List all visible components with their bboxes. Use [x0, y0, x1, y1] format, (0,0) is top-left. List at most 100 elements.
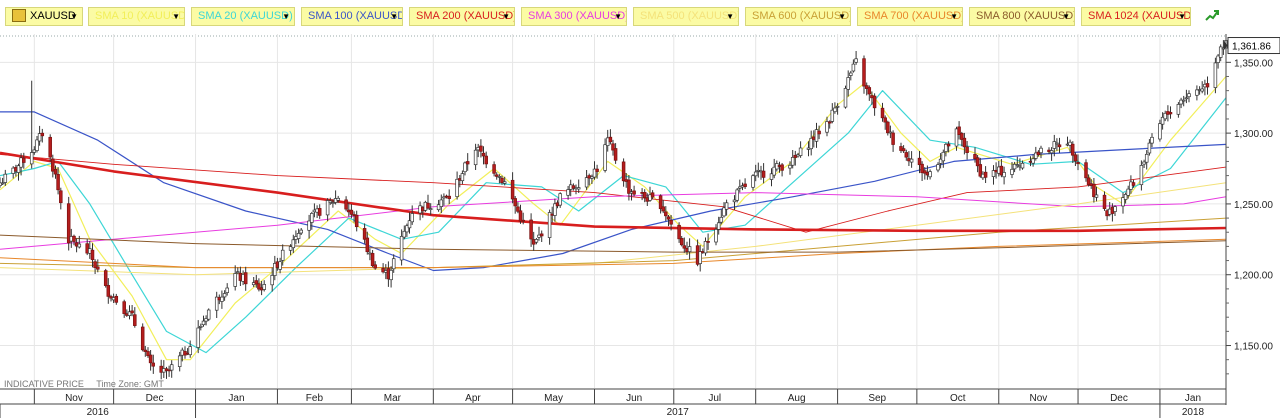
candle-body [936, 164, 940, 171]
legend-item[interactable]: SMA 200 (XAUUSD) ▼ [409, 7, 515, 26]
candle-body [447, 195, 451, 199]
candle-body [280, 249, 285, 261]
dropdown-arrow-icon[interactable]: ▼ [1062, 12, 1070, 21]
dropdown-arrow-icon[interactable]: ▼ [172, 12, 180, 21]
candle-body [901, 148, 906, 152]
candle-body [1039, 147, 1043, 154]
candle-body [502, 181, 507, 184]
x-axis: Nov Dec Jan Feb Mar Apr May Jun Jul Aug Sep Oct Nov D… [0, 388, 1226, 418]
candle-body [66, 203, 71, 244]
candle-body [1184, 97, 1189, 100]
candle-body [1216, 55, 1220, 63]
legend-bar: XAUUSD ▼ SMA 10 (XAUUSD) ▼ SMA 20 (XAUUSD) ▼ S… [0, 0, 1280, 34]
dropdown-arrow-icon[interactable]: ▼ [282, 12, 290, 21]
dropdown-arrow-icon[interactable]: ▼ [726, 12, 734, 21]
candle-body [307, 220, 311, 231]
candle-body [883, 117, 887, 123]
candle-body [703, 241, 708, 254]
legend-item[interactable]: SMA 20 (XAUUSD) ▼ [191, 7, 295, 26]
candle-body [732, 199, 737, 203]
candle-body [521, 219, 525, 222]
candle-body [140, 326, 145, 351]
candle-body [843, 88, 848, 108]
candle-body [1055, 142, 1059, 145]
candle-body [273, 263, 277, 276]
candle-body [576, 187, 581, 190]
legend-item[interactable]: SMA 300 (XAUUSD) ▼ [521, 7, 627, 26]
dropdown-arrow-icon[interactable]: ▼ [614, 12, 622, 21]
candle-body [497, 176, 502, 178]
candle-body [270, 275, 274, 286]
candle-body [90, 249, 95, 261]
dropdown-arrow-icon[interactable]: ▼ [502, 12, 510, 21]
candle-body [122, 301, 126, 314]
candle-body [518, 210, 523, 222]
trend-arrow-icon[interactable] [1205, 8, 1219, 22]
candle-body [991, 170, 996, 177]
candle-body [677, 224, 681, 240]
candle-body [719, 216, 724, 223]
dropdown-arrow-icon[interactable]: ▼ [70, 12, 78, 21]
legend-item[interactable]: SMA 800 (XAUUSD) ▼ [969, 7, 1075, 26]
candle-body [32, 149, 37, 153]
candle-body [1049, 150, 1054, 154]
candle-body [846, 77, 850, 90]
legend-item-label: SMA 1024 (XAUUSD) [1088, 10, 1191, 22]
candle-body [35, 139, 39, 151]
legend-item[interactable]: SMA 100 (XAUUSD) ▼ [301, 7, 403, 26]
candle-body [1102, 194, 1107, 209]
candle-body [492, 164, 496, 174]
candle-body [481, 152, 486, 157]
legend-item[interactable]: XAUUSD ▼ [5, 7, 83, 26]
legend-item-label: SMA 600 (XAUUSD) [752, 10, 851, 22]
year-label: 2016 [87, 407, 110, 418]
legend-item-label: SMA 200 (XAUUSD) [416, 10, 515, 22]
dropdown-arrow-icon[interactable]: ▼ [390, 12, 398, 21]
dropdown-arrow-icon[interactable]: ▼ [950, 12, 958, 21]
legend-item[interactable]: SMA 700 (XAUUSD) ▼ [857, 7, 963, 26]
candle-body [1070, 143, 1075, 156]
candle-body [325, 200, 330, 216]
candle-body [201, 320, 206, 326]
dropdown-arrow-icon[interactable]: ▼ [1178, 12, 1186, 21]
candle-body [233, 273, 237, 287]
candle-body [16, 165, 21, 173]
candle-body [40, 132, 45, 137]
candle-body [1176, 104, 1181, 115]
candle-body [1010, 168, 1014, 175]
candle-body [687, 246, 692, 253]
candle-body [362, 228, 367, 240]
legend-item[interactable]: SMA 500 (XAUUSD) ▼ [633, 7, 739, 26]
candle-body [975, 157, 980, 167]
candle-body [679, 238, 684, 246]
candle-body [1163, 112, 1167, 120]
candle-body [460, 173, 465, 182]
legend-item-label: SMA 800 (XAUUSD) [976, 10, 1075, 22]
legend-item[interactable]: SMA 600 (XAUUSD) ▼ [745, 7, 851, 26]
y-axis: 1,350.00 1,300.00 1,250.00 1,200.00 1,150.00 [1225, 34, 1273, 405]
candle-body [370, 253, 375, 267]
candle-body [1139, 165, 1144, 186]
legend-item[interactable]: SMA 1024 (XAUUSD) ▼ [1081, 7, 1191, 26]
candle-body [682, 245, 687, 249]
candle-body [1144, 153, 1149, 163]
candle-body [780, 164, 784, 171]
candle-body [658, 195, 663, 210]
candle-body [571, 185, 576, 189]
candle-body [59, 190, 63, 204]
candle-body [1218, 46, 1223, 58]
legend-item[interactable]: SMA 10 (XAUUSD) ▼ [88, 7, 185, 26]
candle-body [978, 164, 983, 177]
month-label: Apr [465, 393, 481, 404]
candle-body [814, 129, 819, 142]
candle-body [204, 318, 208, 322]
candle-body [133, 314, 137, 326]
candle-body [1020, 162, 1025, 169]
candle-body [632, 190, 636, 195]
candle-body [130, 310, 134, 314]
candle-body [463, 162, 467, 173]
candle-body [254, 280, 259, 285]
candle-body [716, 222, 721, 230]
dropdown-arrow-icon[interactable]: ▼ [838, 12, 846, 21]
